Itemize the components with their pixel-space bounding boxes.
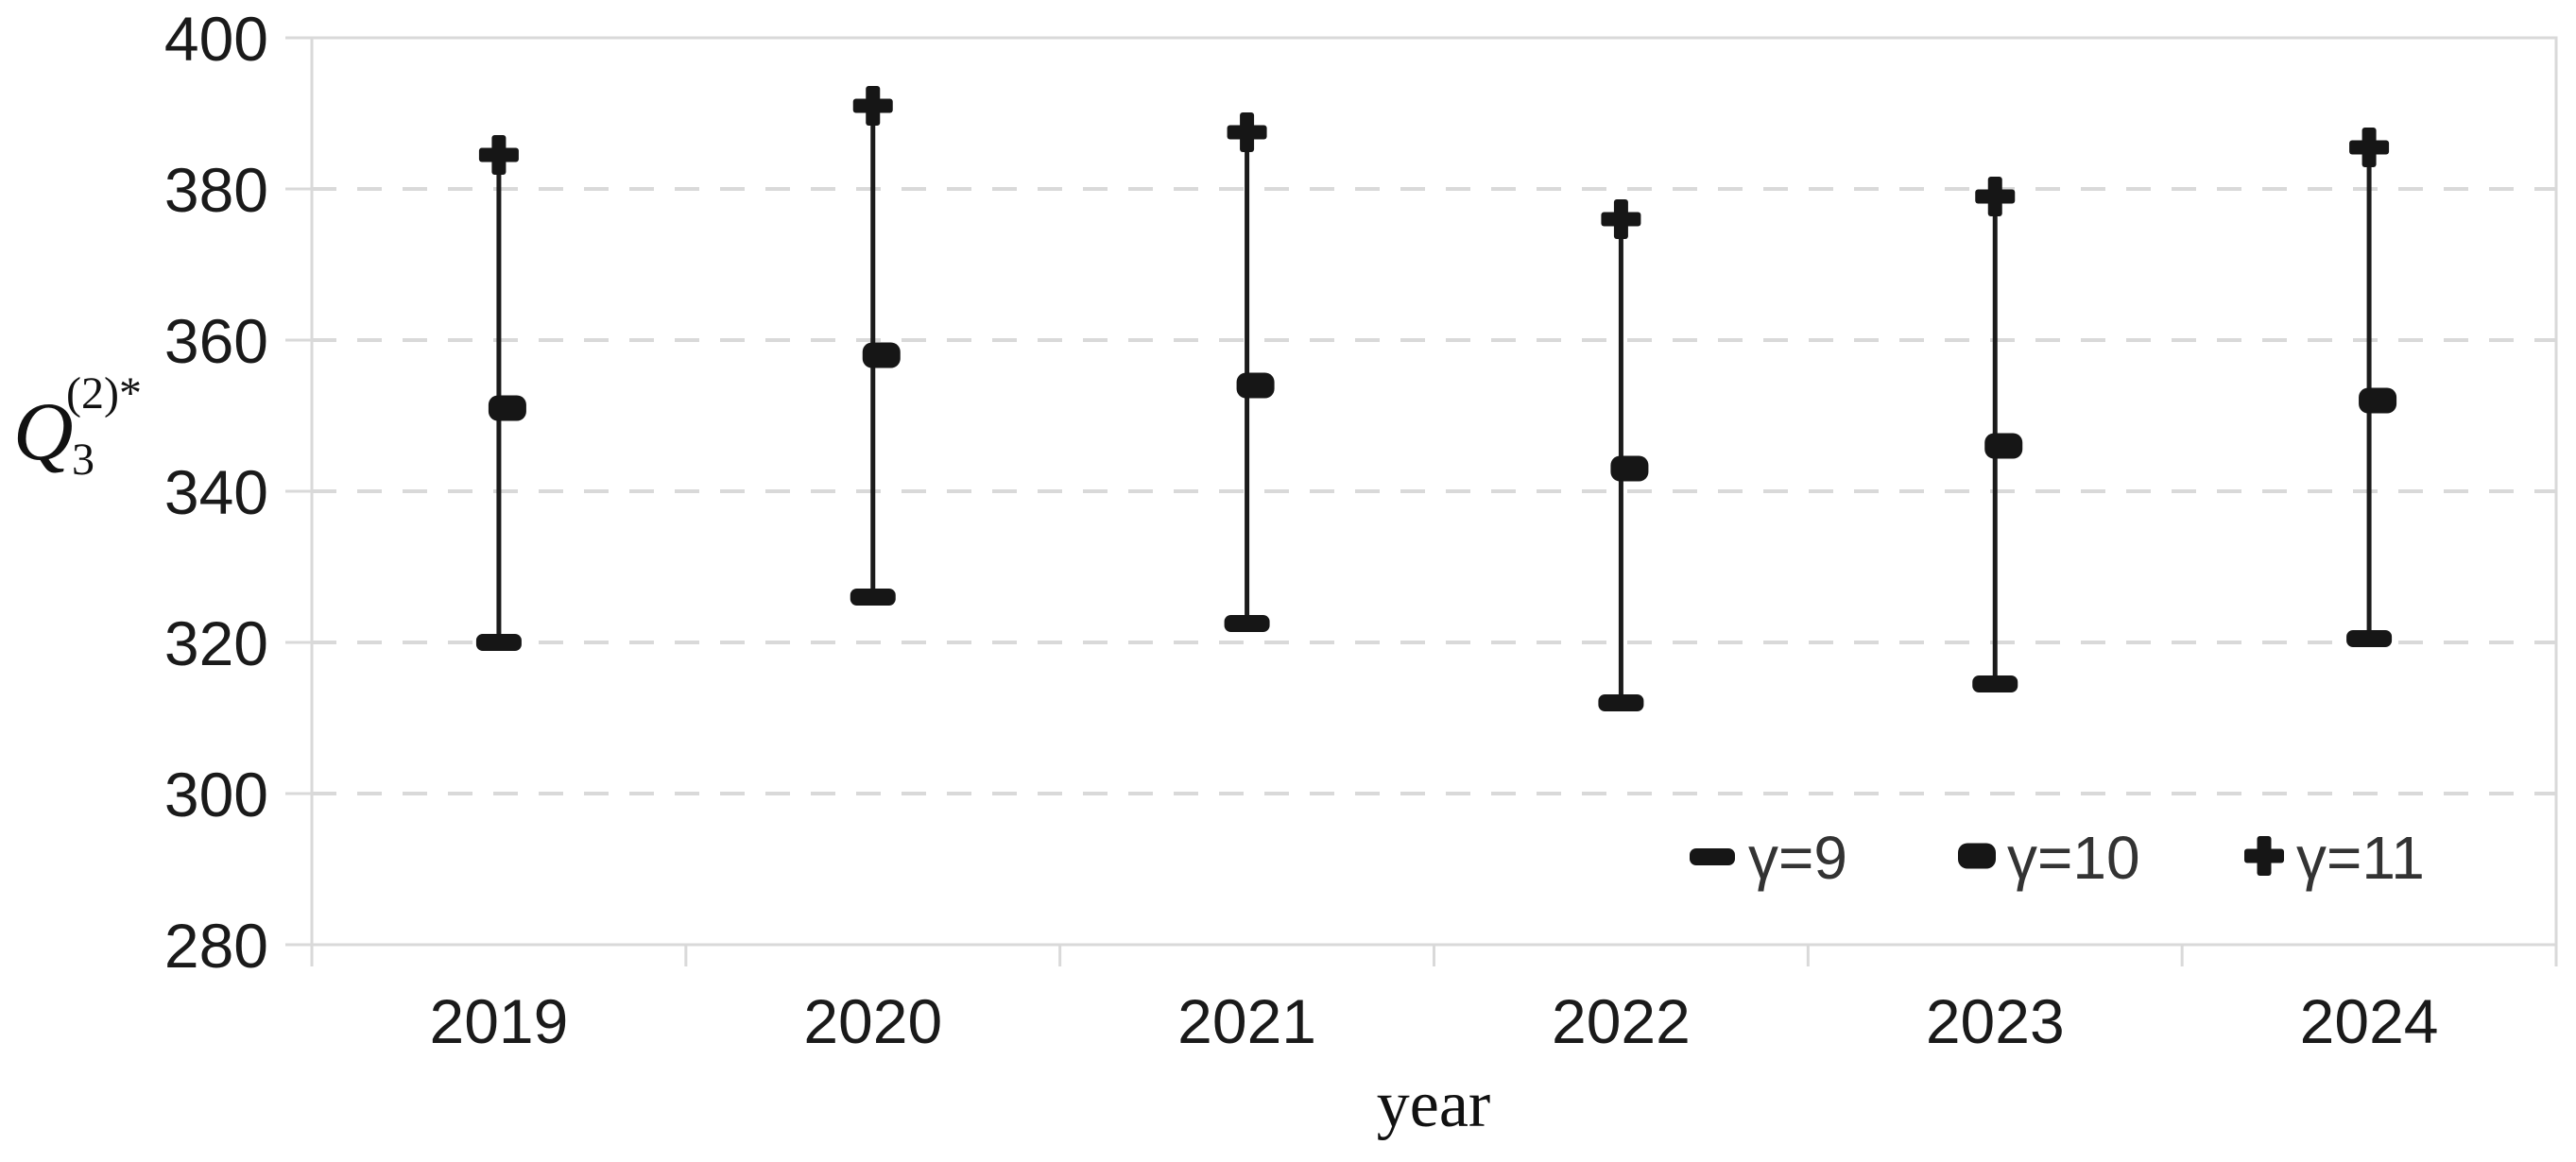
data-marker-dot-2020 — [862, 342, 901, 368]
plus-horizontal-bar — [2244, 848, 2284, 863]
y-tick-label: 380 — [164, 155, 268, 225]
data-marker-plus-2024 — [2349, 128, 2390, 167]
year-group-2020 — [850, 86, 901, 606]
data-marker-plus-2020 — [852, 86, 893, 126]
y-tick-label: 300 — [164, 760, 268, 829]
legend-marker-plus — [2244, 836, 2284, 876]
y-axis-title-subscript: 3 — [72, 435, 94, 485]
legend-marker-dash — [1690, 848, 1735, 865]
year-group-2024 — [2346, 128, 2397, 647]
legend-markers — [1690, 836, 2284, 876]
x-tick-label: 2023 — [1926, 986, 2065, 1056]
data-marker-dash-2022 — [1598, 694, 1644, 711]
y-tick-label: 360 — [164, 306, 268, 376]
x-tick-label: 2024 — [2300, 986, 2439, 1056]
data-marker-plus-2021 — [1227, 112, 1267, 152]
plot-grid: 280 300 320 340 360 380 400 2019 2020 2021 2022 202… — [164, 4, 2558, 1056]
plus-horizontal-bar — [2349, 140, 2390, 155]
y-tick-label: 340 — [164, 457, 268, 527]
data-marker-dash-2020 — [850, 589, 896, 606]
plus-horizontal-bar — [478, 147, 519, 162]
y-tick-label: 280 — [164, 911, 268, 981]
legend-marker-dot — [1958, 843, 1996, 869]
data-marker-dot-2021 — [1236, 372, 1275, 399]
year-group-2022 — [1598, 199, 1649, 711]
legend-label-gamma9: γ=9 — [1748, 824, 1847, 892]
data-marker-dash-2021 — [1224, 615, 1270, 632]
y-axis-title: Q (2)* 3 — [13, 368, 142, 485]
x-tick-label: 2020 — [803, 986, 942, 1056]
data-marker-dash-2019 — [475, 634, 522, 651]
data-marker-dash-2023 — [1972, 675, 2018, 692]
plus-horizontal-bar — [1975, 189, 2016, 204]
data-marker-plus-2022 — [1601, 199, 1641, 239]
plus-horizontal-bar — [852, 98, 893, 113]
data-marker-dot-2022 — [1610, 455, 1649, 482]
y-axis-title-base: Q — [13, 386, 74, 478]
legend-label-gamma10: γ=10 — [2007, 824, 2140, 892]
x-axis-title: year — [1377, 1068, 1490, 1141]
data-marker-plus-2019 — [478, 135, 519, 175]
x-tick-label: 2022 — [1552, 986, 1691, 1056]
year-group-2021 — [1224, 112, 1275, 632]
year-group-2023 — [1972, 177, 2023, 692]
y-tick-label: 320 — [164, 608, 268, 678]
data-marker-plus-2023 — [1975, 177, 2016, 216]
plus-horizontal-bar — [1227, 125, 1267, 140]
data-marker-dot-2019 — [488, 395, 526, 421]
y-axis-title-superscript: (2)* — [66, 368, 142, 419]
y-tick-label: 400 — [164, 4, 268, 74]
legend: γ=9 γ=10 γ=11 — [1690, 824, 2425, 892]
legend-label-gamma11: γ=11 — [2296, 824, 2425, 892]
data-marker-dot-2023 — [1984, 433, 2023, 459]
plus-horizontal-bar — [1601, 212, 1641, 227]
data-series — [475, 86, 2397, 711]
data-marker-dot-2024 — [2359, 387, 2397, 414]
x-tick-label: 2021 — [1177, 986, 1316, 1056]
x-tick-label: 2019 — [430, 986, 569, 1056]
data-marker-dash-2024 — [2346, 630, 2393, 647]
year-group-2019 — [475, 135, 526, 651]
